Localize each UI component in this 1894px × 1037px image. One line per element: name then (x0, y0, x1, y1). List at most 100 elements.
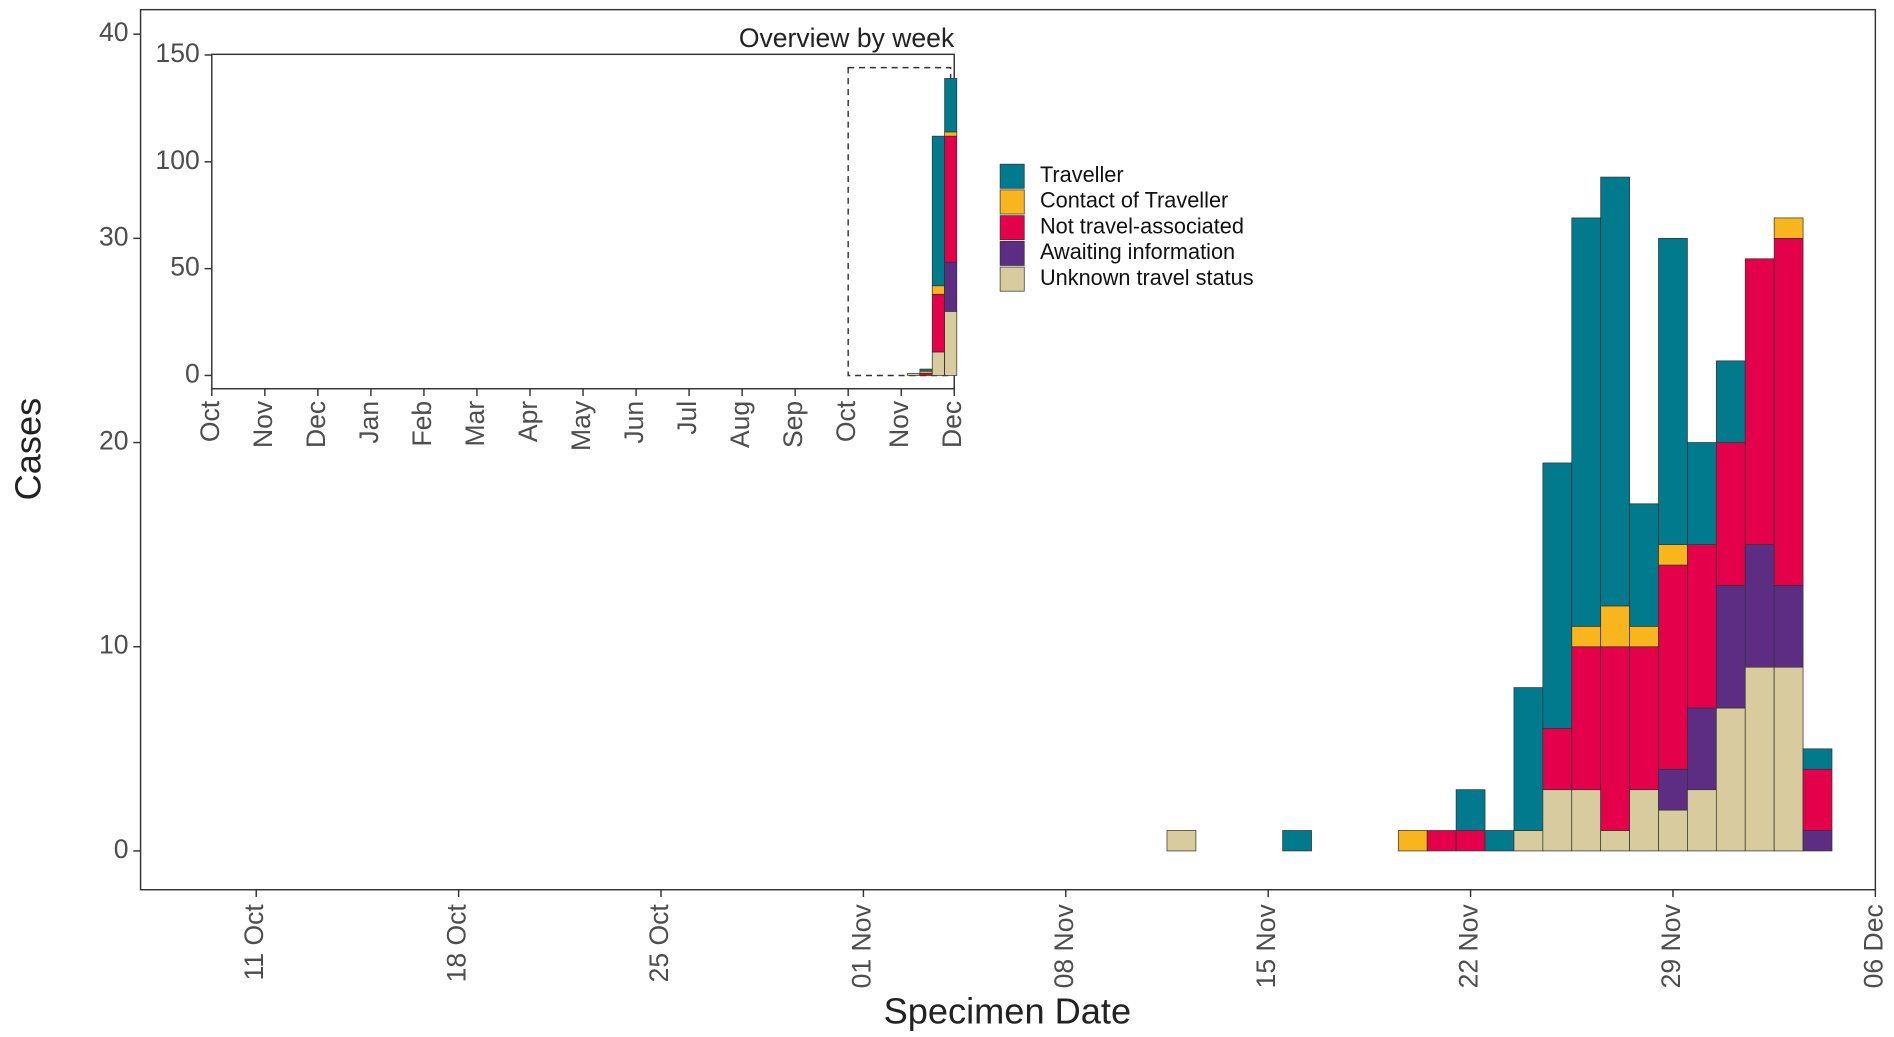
x-tick-label: Dec (301, 401, 331, 448)
bar-segment (907, 372, 921, 376)
legend-key (999, 189, 1025, 215)
bar-segment (944, 78, 958, 133)
bar-segment (1426, 830, 1457, 852)
y-tick-label: 50 (170, 252, 200, 282)
x-tick-label: 18 Oct (442, 904, 472, 983)
bar-segment (1802, 748, 1833, 770)
x-tick-label: Dec (937, 401, 967, 448)
bar-segment (944, 311, 958, 376)
legend-label: Awaiting information (1040, 239, 1235, 264)
x-tick-label: 08 Nov (1049, 903, 1079, 988)
bar-segment (1542, 789, 1573, 852)
bar-segment (1658, 564, 1688, 770)
x-tick-label: Nov (248, 400, 278, 448)
bar-segment (1715, 585, 1746, 709)
bar-segment (1600, 646, 1630, 831)
y-tick-label: 150 (155, 38, 199, 68)
bar-segment (1715, 360, 1746, 443)
bar-segment (1744, 544, 1775, 668)
x-tick-label: 11 Oct (239, 904, 269, 981)
bar-segment (1687, 707, 1717, 791)
y-tick-label: 20 (99, 426, 129, 456)
x-tick-label: Aug (725, 401, 755, 448)
bar-segment (1629, 503, 1659, 627)
bar-segment (1600, 830, 1630, 852)
y-tick-label: 0 (114, 834, 129, 864)
legend-label: Traveller (1040, 162, 1124, 187)
bar-segment (1744, 258, 1775, 545)
x-tick-label: May (566, 400, 596, 451)
y-tick-label: 40 (99, 17, 129, 47)
bar-segment (1397, 830, 1428, 852)
bar-segment (1455, 830, 1486, 852)
bar-segment (1658, 237, 1688, 545)
bar-segment (1629, 646, 1659, 791)
bar-segment (1542, 462, 1573, 729)
y-tick-label: 30 (99, 221, 129, 251)
bar-segment (931, 351, 945, 376)
bar-segment (1513, 687, 1544, 831)
bar-segment (1687, 789, 1717, 852)
bar-segment (1600, 176, 1630, 607)
legend-key (999, 240, 1025, 266)
x-tick-label: Jul (672, 401, 702, 435)
bar-segment (1773, 237, 1804, 586)
x-tick-label: 22 Nov (1454, 903, 1484, 988)
x-tick-label: Jan (354, 401, 384, 444)
y-tick-label: 10 (99, 630, 129, 660)
x-tick-label: Oct (195, 400, 225, 442)
x-tick-label: Oct (831, 400, 861, 442)
bar-segment (1687, 544, 1717, 709)
legend-key (999, 215, 1025, 241)
bar-segment (1600, 605, 1630, 648)
bar-segment (1166, 830, 1197, 852)
bar-segment (944, 135, 958, 263)
bar-segment (1658, 809, 1688, 852)
x-tick-label: Nov (884, 400, 914, 448)
y-tick-label: 100 (155, 145, 199, 175)
bar-segment (944, 131, 958, 137)
bar-segment (1687, 442, 1717, 545)
bar-segment (1715, 707, 1746, 852)
bar-segment (1542, 728, 1573, 791)
bar-segment (1658, 544, 1688, 566)
y-axis-title: Cases (7, 398, 48, 501)
legend-key (999, 266, 1025, 292)
bar-segment (1629, 625, 1659, 648)
bar-segment (931, 135, 945, 287)
bar-segment (1571, 646, 1602, 791)
bar-segment (1773, 217, 1804, 239)
legend-label: Not travel-associated (1040, 213, 1244, 238)
x-axis-title: Specimen Date (884, 991, 1132, 1032)
inset-title: Overview by week (739, 23, 955, 53)
bar-segment (931, 285, 945, 295)
bar-segment (1571, 217, 1602, 627)
bar-segment (919, 368, 933, 372)
x-tick-label: Apr (513, 401, 543, 442)
legend-label: Contact of Traveller (1040, 188, 1228, 213)
bar-segment (1744, 666, 1775, 852)
x-tick-label: Feb (407, 401, 437, 447)
bar-segment (1282, 830, 1312, 852)
x-tick-label: 06 Dec (1858, 904, 1888, 988)
x-tick-label: Jun (619, 401, 649, 444)
bar-segment (944, 261, 958, 312)
bar-segment (1571, 789, 1602, 852)
bar-segment (1802, 830, 1833, 852)
legend-key (999, 163, 1025, 189)
bar-segment (1629, 789, 1659, 852)
x-tick-label: 01 Nov (846, 903, 876, 988)
bar-segment (931, 293, 945, 353)
x-tick-label: Sep (778, 401, 808, 448)
bar-segment (1715, 442, 1746, 586)
bar-segment (1484, 830, 1515, 852)
bar-segment (1513, 830, 1544, 852)
bar-segment (1658, 768, 1688, 811)
bar-segment (1773, 666, 1804, 852)
bar-segment (1571, 625, 1602, 648)
y-tick-label: 0 (185, 358, 200, 388)
x-tick-label: 29 Nov (1656, 903, 1686, 988)
zoom-box (847, 66, 952, 377)
bar-segment (1773, 585, 1804, 668)
